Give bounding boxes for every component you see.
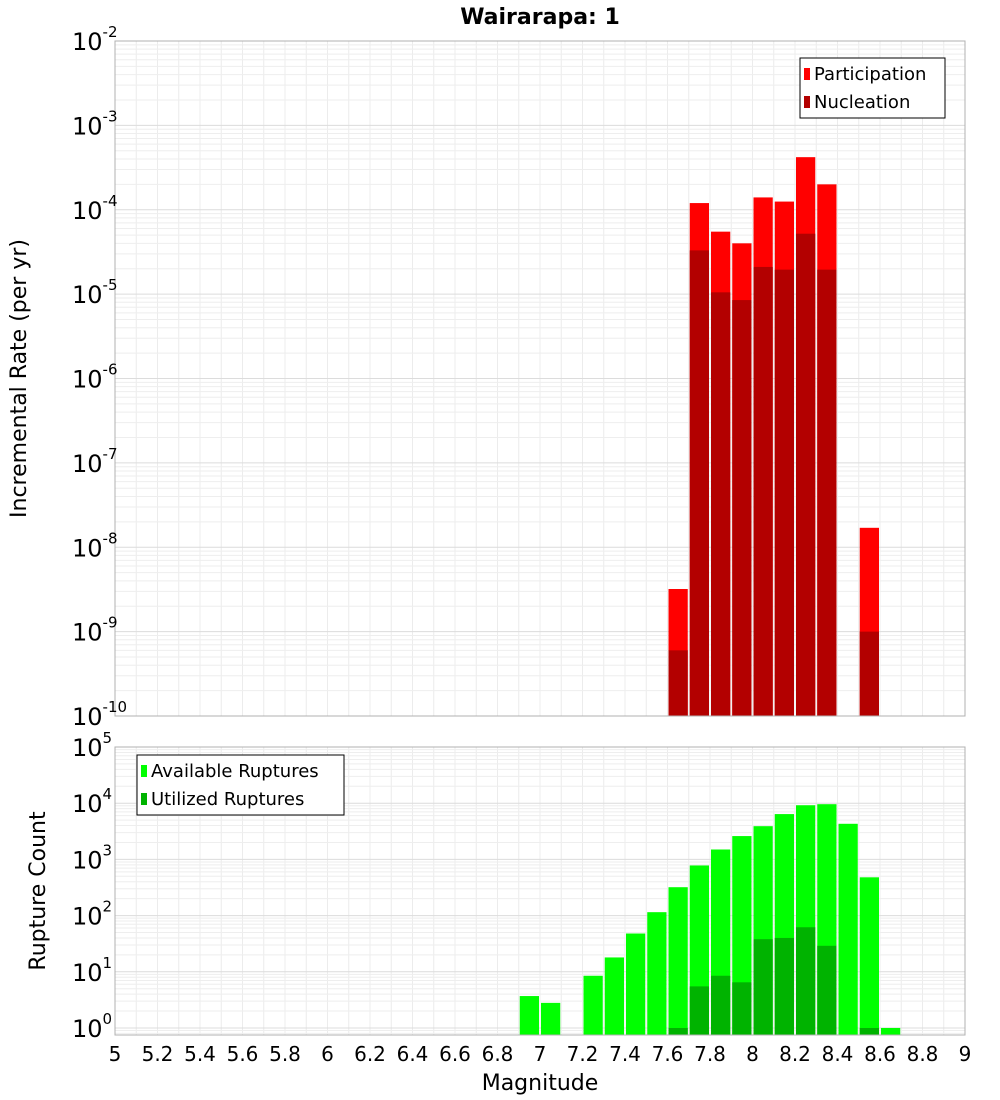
x-tick-label: 6: [321, 1042, 334, 1066]
x-tick-label: 8.6: [864, 1042, 896, 1066]
bar-available-ruptures: [647, 912, 667, 1035]
bar-utilized-ruptures: [711, 975, 731, 1035]
bar-available-ruptures: [626, 933, 646, 1035]
x-tick-label: 5: [109, 1042, 122, 1066]
bar-utilized-ruptures: [732, 982, 752, 1035]
y-tick-label: 105: [72, 729, 112, 762]
bar-nucleation: [732, 300, 752, 716]
y-tick-label: 10-8: [72, 529, 118, 562]
plot-frame: [114, 746, 966, 1036]
chart-panel-1: 10-10 10-9 10-8 10-7 10-6 10-5 10-4 10-3 10-2 Inc…: [7, 23, 966, 731]
bar-utilized-ruptures: [859, 1027, 879, 1035]
x-tick-label: 8.4: [822, 1042, 854, 1066]
y-tick-label: 104: [72, 785, 112, 818]
x-tick-label: 5.4: [184, 1042, 216, 1066]
chart-panel-2: 100 101 102 103 104 105 Rupture Count Available…: [26, 729, 966, 1043]
bar-utilized-ruptures: [689, 986, 709, 1035]
y-tick-label: 102: [72, 898, 112, 931]
x-tick-label: 9: [959, 1042, 972, 1066]
x-tick-label: 8.8: [907, 1042, 939, 1066]
y-tick-label: 10-2: [72, 23, 118, 56]
x-tick-label: 5.6: [227, 1042, 259, 1066]
bar-nucleation: [689, 250, 709, 717]
legend-entry: Participation: [814, 64, 926, 85]
bar-nucleation: [753, 266, 773, 716]
y-axis-title: Rupture Count: [26, 811, 51, 971]
chart-title: Wairarapa: 1: [460, 5, 620, 30]
legend-swatch: [804, 96, 810, 108]
legend-entry: Available Ruptures: [151, 761, 319, 782]
x-tick-label: 8.2: [779, 1042, 811, 1066]
x-tick-label: 6.8: [482, 1042, 514, 1066]
x-tick-label: 5.8: [269, 1042, 301, 1066]
bar-available-ruptures: [838, 823, 858, 1035]
y-tick-label: 10-9: [72, 614, 118, 647]
bar-available-ruptures: [668, 887, 688, 1035]
bar-available-ruptures: [583, 975, 603, 1035]
y-tick-label: 100: [72, 1010, 112, 1043]
bar-utilized-ruptures: [753, 939, 773, 1035]
bar-utilized-ruptures: [774, 937, 794, 1035]
bar-available-ruptures: [859, 877, 879, 1035]
x-axis-title: Magnitude: [482, 1071, 599, 1096]
bar-nucleation: [774, 269, 794, 716]
bar-available-ruptures: [519, 996, 539, 1035]
legend-box: [799, 57, 946, 119]
bar-available-ruptures: [604, 957, 624, 1035]
x-tick-label: 7.2: [567, 1042, 599, 1066]
x-tick-label: 6.2: [354, 1042, 386, 1066]
x-tick-label: 8: [746, 1042, 759, 1066]
legend-box: [136, 754, 345, 816]
bar-nucleation: [668, 650, 688, 716]
y-axis-title: Incremental Rate (per yr): [7, 239, 32, 518]
bar-nucleation: [859, 631, 879, 716]
y-tick-label: 103: [72, 841, 112, 874]
bar-utilized-ruptures: [817, 945, 837, 1035]
y-tick-label: 10-5: [72, 276, 118, 309]
legend-swatch: [141, 765, 147, 777]
y-tick-label: 10-4: [72, 192, 118, 225]
plot-frame: [114, 40, 966, 717]
y-tick-label: 10-7: [72, 445, 118, 478]
x-tick-label: 5.2: [142, 1042, 174, 1066]
bar-available-ruptures: [881, 1027, 901, 1035]
x-tick-label: 6.4: [397, 1042, 429, 1066]
legend-entry: Nucleation: [814, 92, 910, 113]
legend-swatch: [804, 68, 810, 80]
x-tick-label: 7.4: [609, 1042, 641, 1066]
bar-nucleation: [796, 233, 816, 716]
y-tick-label: 10-6: [72, 361, 118, 394]
x-tick-label: 7.8: [694, 1042, 726, 1066]
bar-available-ruptures: [541, 1002, 561, 1035]
bar-utilized-ruptures: [796, 927, 816, 1035]
y-tick-label: 10-3: [72, 107, 118, 140]
legend-entry: Utilized Ruptures: [151, 789, 304, 810]
bar-nucleation: [711, 292, 731, 716]
y-tick-label: 101: [72, 954, 112, 987]
bar-nucleation: [817, 269, 837, 716]
x-tick-label: 7: [534, 1042, 547, 1066]
legend-swatch: [141, 793, 147, 805]
bar-utilized-ruptures: [668, 1027, 688, 1035]
y-tick-label: 10-10: [72, 698, 127, 731]
x-tick-label: 6.6: [439, 1042, 471, 1066]
x-tick-label: 7.6: [652, 1042, 684, 1066]
